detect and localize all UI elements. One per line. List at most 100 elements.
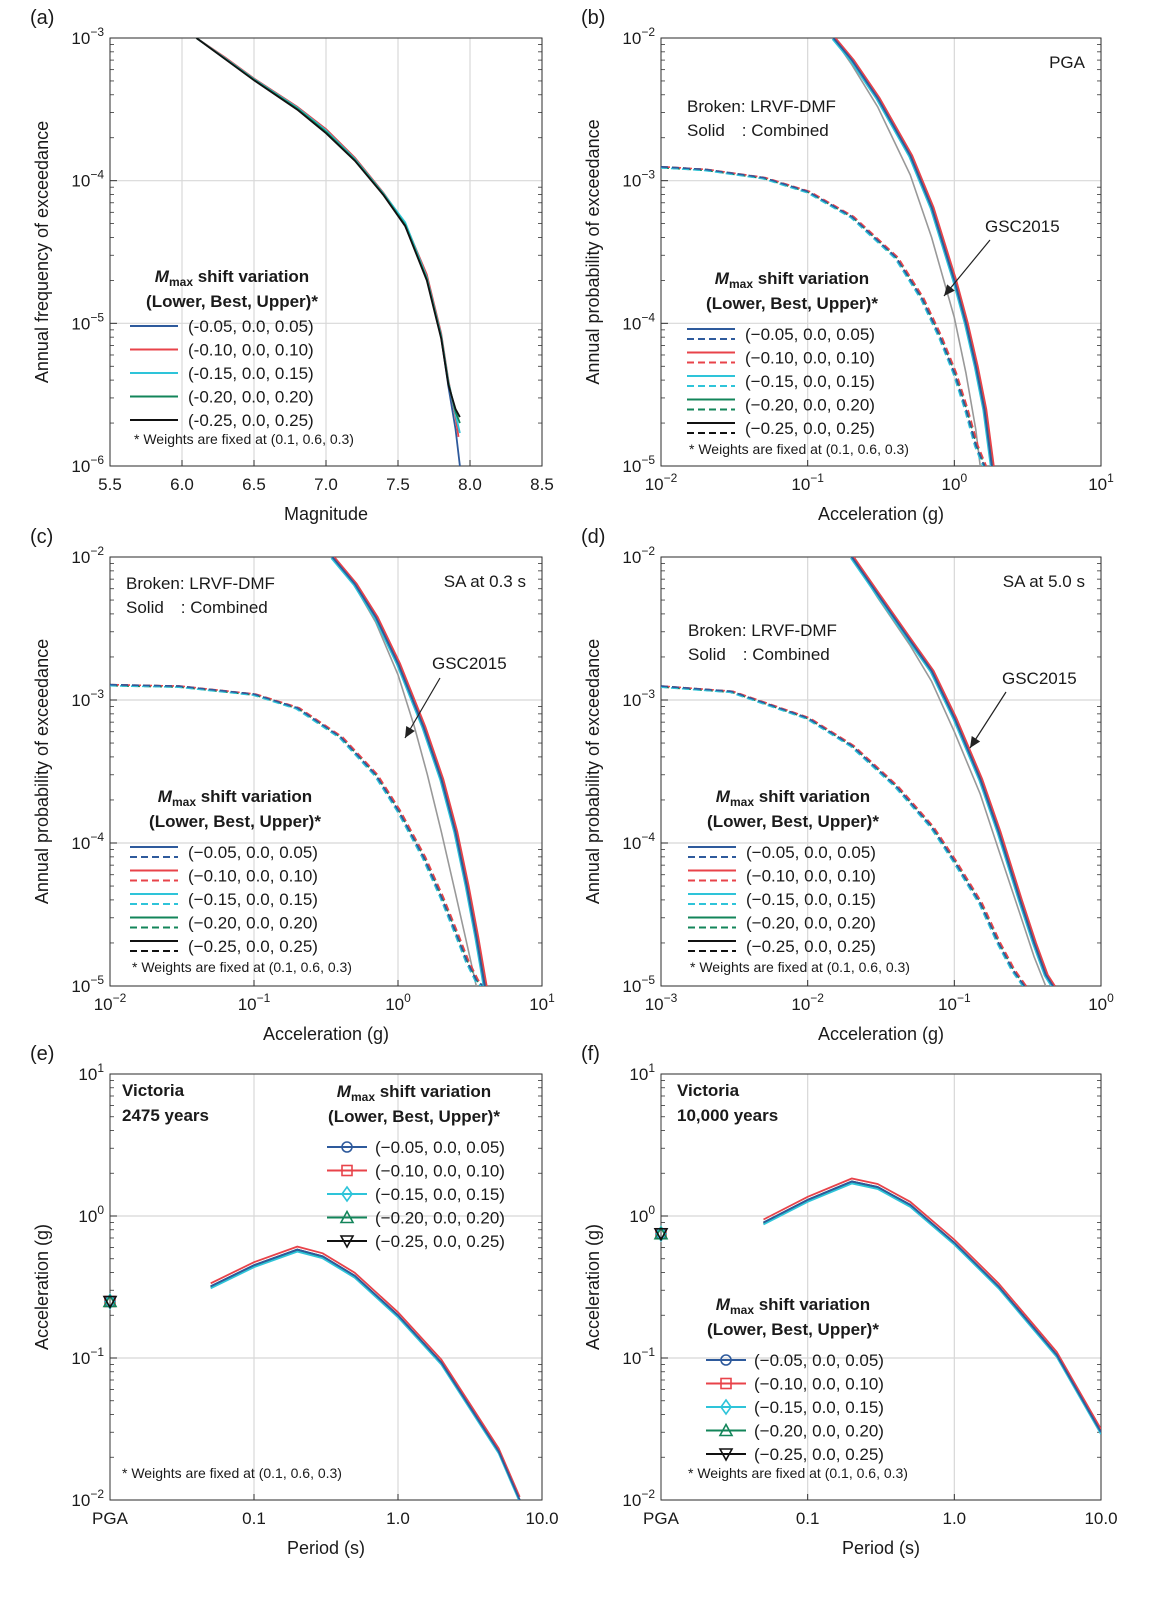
x-tick-label: 10−2: [94, 991, 127, 1014]
y-tick-label: 101: [78, 1061, 104, 1084]
weights-note: * Weights are fixed at (0.1, 0.6, 0.3): [690, 959, 910, 975]
series-group: [210, 1245, 521, 1500]
x-tick-label: 7.5: [386, 475, 410, 494]
broken-series-1: [661, 685, 1025, 986]
x-tick-label: 100: [385, 991, 411, 1014]
broken-annotation: Broken: LRVF-DMF: [687, 97, 836, 116]
legend-title-line2: (Lower, Best, Upper)*: [328, 1107, 500, 1126]
weights-note: * Weights are fixed at (0.1, 0.6, 0.3): [122, 1465, 342, 1481]
location-label: Victoria: [677, 1081, 740, 1100]
legend-entry: (−0.10, 0.0, 0.10): [746, 867, 876, 886]
y-axis-label: Acceleration (g): [32, 1224, 52, 1350]
legend-entry: (−0.20, 0.0, 0.20): [188, 914, 318, 933]
spectral-ordinate-label: PGA: [1049, 53, 1086, 72]
y-axis-label: Acceleration (g): [583, 1224, 603, 1350]
legend-entry: (−0.20, 0.0, 0.20): [745, 396, 875, 415]
y-tick-label: 10−5: [71, 310, 104, 333]
series-group: [661, 557, 1056, 986]
legend: Mmax shift variation (Lower, Best, Upper)…: [130, 267, 354, 447]
solid-series-1: [851, 557, 1054, 986]
legend-entry: (−0.15, 0.0, 0.15): [375, 1185, 505, 1204]
legend-entry: (−0.25, 0.0, 0.25): [375, 1232, 505, 1251]
y-tick-label: 10−3: [71, 25, 104, 48]
marker-square: [341, 1164, 353, 1177]
panel-label: (f): [581, 1043, 600, 1065]
solid-annotation: Solid : Combined: [688, 645, 830, 664]
solid-annotation: Solid : Combined: [126, 598, 268, 617]
legend-entry: (-0.10, 0.0, 0.10): [188, 341, 314, 360]
panel-b: 10−2 10−1 100 101 10−5 10−4 10−3 10−2 Accelerati…: [581, 7, 1114, 524]
broken-series-1: [110, 683, 484, 986]
x-tick-label: 10.0: [1084, 1509, 1117, 1528]
x-tick-label: 10−2: [791, 991, 824, 1014]
broken-series-3: [110, 684, 483, 986]
marker-triangle-up: [718, 1422, 734, 1437]
legend-entry: (−0.15, 0.0, 0.15): [188, 890, 318, 909]
x-axis-label: Period (s): [287, 1538, 365, 1558]
legend-entry: (−0.20, 0.0, 0.20): [746, 914, 876, 933]
spectrum-series-1: [763, 1180, 1101, 1433]
broken-annotation: Broken: LRVF-DMF: [126, 574, 275, 593]
weights-note: * Weights are fixed at (0.1, 0.6, 0.3): [688, 1465, 908, 1481]
return-period-label: 10,000 years: [677, 1106, 778, 1125]
legend-entry: (-0.25, 0.0, 0.25): [188, 411, 314, 430]
legend-entry: (−0.05, 0.0, 0.05): [188, 843, 318, 862]
panel-f: PGA 0.1 1.0 10.0 10−2 10−1 100 101 Period (s) Acc…: [581, 1043, 1118, 1558]
x-tick-label: 10−1: [238, 991, 271, 1014]
legend-title-line2: (Lower, Best, Upper)*: [707, 1320, 879, 1339]
x-tick-label: 6.5: [242, 475, 266, 494]
legend-entry: (−0.05, 0.0, 0.05): [754, 1351, 884, 1370]
legend-entry: (−0.10, 0.0, 0.10): [375, 1162, 505, 1181]
x-tick-label: 0.1: [796, 1509, 820, 1528]
x-axis-label: Acceleration (g): [818, 504, 944, 524]
legend-entry: (-0.20, 0.0, 0.20): [188, 388, 314, 407]
legend-title: Mmax shift variation: [337, 1082, 491, 1104]
legend: Mmax shift variation (Lower, Best, Upper)…: [122, 1082, 505, 1481]
gsc2015-arrowhead: [970, 736, 981, 748]
marker-triangle-down: [718, 1448, 734, 1462]
solid-series-3: [850, 557, 1053, 986]
legend-entry: (−0.20, 0.0, 0.20): [375, 1209, 505, 1228]
solid-annotation: Solid : Combined: [687, 121, 829, 140]
legend-entry: (−0.10, 0.0, 0.10): [754, 1375, 884, 1394]
solid-series-3: [831, 38, 992, 466]
series-group: [110, 557, 488, 986]
gsc2015-curve: [851, 557, 1047, 986]
panel-label: (e): [30, 1043, 54, 1065]
marker-triangle-up: [339, 1209, 355, 1224]
x-tick-label: 1.0: [943, 1509, 967, 1528]
x-axis-label: Period (s): [842, 1538, 920, 1558]
marker-triangle-down: [339, 1235, 355, 1249]
x-tick-label: 10−1: [938, 991, 971, 1014]
gsc2015-label: GSC2015: [985, 217, 1060, 236]
legend-entry: (−0.15, 0.0, 0.15): [746, 890, 876, 909]
series-group: [195, 38, 461, 466]
panel-label: (d): [581, 526, 605, 548]
x-tick-label: 10−2: [645, 471, 678, 494]
x-tick-label: 100: [1088, 991, 1114, 1014]
gsc2015-curve: [331, 557, 478, 986]
x-tick-label: 100: [942, 471, 968, 494]
spectrum-series-2: [210, 1245, 521, 1498]
legend-entry: (−0.05, 0.0, 0.05): [375, 1138, 505, 1157]
panel-label: (a): [30, 7, 54, 29]
x-tick-label: 101: [529, 991, 555, 1014]
solid-series-1: [832, 38, 993, 466]
solid-series-2: [333, 557, 488, 986]
y-tick-label: 10−1: [622, 1345, 655, 1368]
broken-series-2: [662, 166, 988, 466]
y-axis-label: Annual frequency of exceedance: [32, 121, 52, 383]
legend-entry: (−0.10, 0.0, 0.10): [188, 867, 318, 886]
grid-lines: [109, 37, 543, 467]
legend-entry: (−0.25, 0.0, 0.25): [746, 937, 876, 956]
y-tick-label: 10−2: [71, 544, 104, 567]
legend-entry: (−0.15, 0.0, 0.15): [754, 1398, 884, 1417]
y-tick-label: 10−4: [71, 168, 104, 191]
y-tick-label: 10−1: [71, 1345, 104, 1368]
legend-title-line2: (Lower, Best, Upper)*: [707, 812, 879, 831]
panel-label: (c): [30, 526, 53, 548]
legend-entry: (−0.10, 0.0, 0.10): [745, 349, 875, 368]
solid-series-2: [834, 38, 995, 466]
legend-entry: (−0.05, 0.0, 0.05): [745, 325, 875, 344]
broken-annotation: Broken: LRVF-DMF: [688, 621, 837, 640]
